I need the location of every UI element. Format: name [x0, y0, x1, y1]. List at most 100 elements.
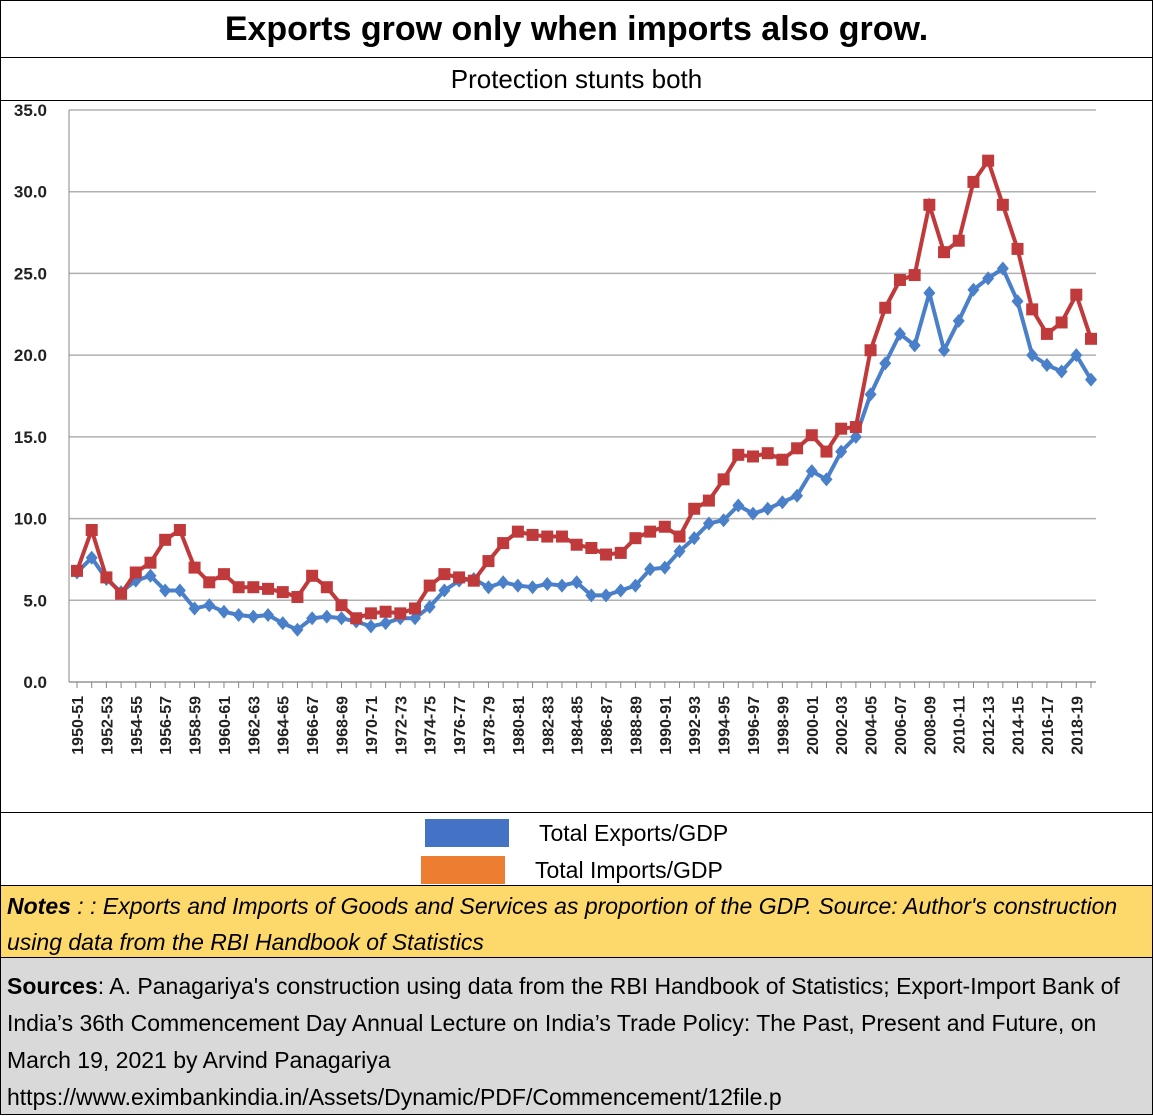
x-tick-label: 2010-11: [952, 696, 969, 754]
series-line: [75, 156, 1093, 621]
point-marker: [188, 601, 201, 616]
x-tick-label: 1988-89: [628, 696, 645, 755]
point-marker: [1026, 348, 1039, 363]
x-tick-label: 1960-61: [217, 696, 234, 755]
point-marker: [232, 607, 245, 622]
point-marker: [482, 555, 495, 568]
chart-box: 0.0 5.0 10.0 15.0 20.0 25.0 30.0 35.0 1950-51 195…: [1, 101, 1152, 813]
point-marker: [923, 198, 936, 211]
point-marker: [967, 282, 980, 297]
legend-swatch: [421, 856, 505, 884]
x-tick-label: 1970-71: [364, 696, 381, 755]
point-marker: [761, 447, 774, 460]
point-marker: [982, 271, 995, 286]
point-marker: [85, 550, 98, 565]
x-tick-label: 1990-91: [658, 696, 675, 755]
y-tick-label: 20.0: [14, 346, 47, 365]
point-marker: [159, 583, 172, 598]
point-marker: [570, 575, 583, 590]
point-marker: [511, 578, 524, 593]
point-marker: [511, 525, 524, 538]
point-marker: [688, 531, 701, 546]
point-marker: [908, 269, 921, 282]
x-tick-label: 1974-75: [423, 696, 440, 755]
point-marker: [996, 198, 1009, 211]
x-tick-label: 1958-59: [188, 696, 205, 755]
point-marker: [1070, 348, 1083, 363]
point-marker: [71, 564, 83, 577]
x-tick-label: 1968-69: [335, 696, 352, 755]
x-tick-label: 2014-15: [1011, 696, 1028, 755]
point-marker: [335, 599, 348, 612]
point-marker: [291, 591, 304, 604]
point-marker: [849, 429, 862, 444]
point-marker: [173, 524, 186, 537]
x-tick-label: 1976-77: [452, 696, 469, 755]
point-marker: [717, 473, 730, 486]
point-marker: [379, 605, 392, 618]
legend-label: Total Imports/GDP: [535, 857, 723, 883]
x-tick-label: 2008-09: [922, 696, 939, 755]
point-marker: [982, 154, 995, 167]
point-marker: [629, 532, 642, 545]
point-marker: [1085, 372, 1097, 387]
y-tick-label: 15.0: [14, 428, 47, 447]
point-marker: [761, 501, 774, 516]
point-marker: [555, 530, 568, 543]
point-marker: [600, 548, 613, 561]
point-marker: [335, 611, 348, 626]
point-marker: [732, 448, 745, 461]
point-marker: [262, 582, 275, 595]
point-marker: [291, 622, 304, 637]
point-marker: [791, 442, 804, 455]
point-marker: [394, 607, 407, 620]
x-tick-label: 1950-51: [70, 696, 87, 755]
x-tick-label: 2012-13: [981, 696, 998, 755]
point-marker: [306, 569, 319, 582]
point-marker: [409, 602, 421, 615]
point-marker: [747, 506, 759, 521]
point-marker: [350, 612, 363, 625]
notes-label: Notes: [7, 893, 71, 919]
point-marker: [217, 604, 230, 619]
point-marker: [1040, 327, 1053, 340]
point-marker: [658, 560, 671, 575]
point-marker: [805, 429, 818, 442]
title: Exports grow only when imports also grow…: [1, 1, 1152, 58]
point-marker: [232, 581, 245, 594]
point-marker: [600, 588, 613, 603]
legend-label: Total Exports/GDP: [539, 820, 728, 846]
point-marker: [864, 387, 877, 402]
point-marker: [159, 533, 172, 546]
point-marker: [188, 561, 201, 574]
x-tick-label: 1952-53: [99, 696, 116, 755]
point-marker: [423, 599, 436, 614]
point-marker: [379, 616, 392, 631]
legend: Total Exports/GDP Total Imports/GDP: [1, 813, 1152, 886]
point-marker: [864, 344, 877, 357]
x-tick-label: 1972-73: [393, 696, 410, 755]
point-marker: [203, 576, 216, 589]
point-marker: [629, 578, 642, 593]
point-marker: [409, 611, 421, 626]
point-marker: [438, 568, 451, 581]
point-marker: [938, 246, 951, 259]
point-marker: [835, 422, 848, 435]
point-marker: [129, 566, 142, 579]
sources-text: : A. Panagariya's construction using dat…: [7, 973, 1120, 1073]
point-marker: [776, 495, 789, 510]
point-marker: [805, 464, 818, 479]
point-marker: [423, 579, 436, 592]
point-marker: [1070, 288, 1083, 301]
point-marker: [614, 546, 627, 559]
point-marker: [467, 574, 480, 587]
x-tick-label: 1982-83: [540, 696, 557, 755]
point-marker: [952, 313, 965, 328]
point-marker: [570, 538, 583, 551]
y-tick-label: 25.0: [14, 264, 47, 283]
point-marker: [482, 580, 495, 595]
notes: Notes : : Exports and Imports of Goods a…: [1, 886, 1152, 958]
point-marker: [173, 583, 186, 598]
notes-text: : : Exports and Imports of Goods and Ser…: [7, 893, 1118, 955]
point-marker: [100, 571, 113, 584]
